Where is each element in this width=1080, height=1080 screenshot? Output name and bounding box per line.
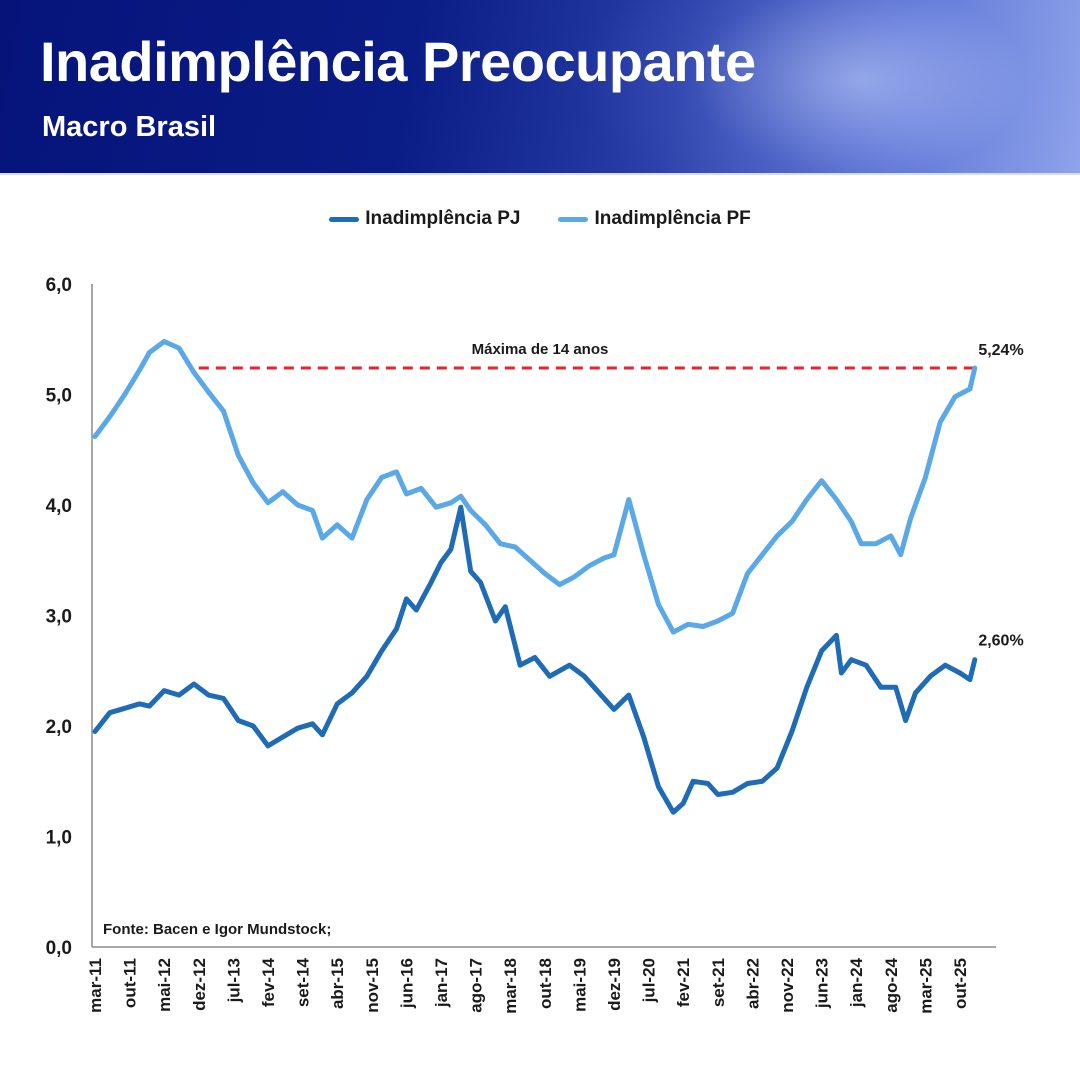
x-tick-label: set-14: [294, 957, 313, 1007]
y-tick-label: 1,0: [46, 828, 72, 849]
legend-label-pf: Inadimplência PF: [594, 208, 751, 229]
x-tick-label: nov-15: [363, 958, 382, 1013]
y-tick-label: 0,0: [46, 938, 72, 959]
x-tick-label: jun-23: [813, 958, 832, 1009]
legend-label-pj: Inadimplência PJ: [365, 208, 521, 229]
x-tick-label: jan-17: [432, 958, 451, 1008]
y-tick-label: 6,0: [46, 275, 72, 296]
x-tick-label: mai-12: [155, 958, 174, 1012]
x-tick-label: jul-20: [640, 958, 659, 1003]
x-tick-label: jan-24: [847, 957, 866, 1008]
pf-end-value-label: 5,24%: [978, 342, 1023, 359]
x-tick-label: abr-15: [328, 958, 347, 1009]
x-tick-label: ago-24: [882, 957, 901, 1012]
header-banner: Inadimplência Preocupante Macro Brasil: [0, 0, 1080, 173]
source-note: Fonte: Bacen e Igor Mundstock;: [103, 921, 331, 938]
x-tick-label: mai-19: [570, 958, 589, 1012]
header-glow: [580, 0, 1080, 173]
x-tick-label: mar-25: [916, 958, 935, 1014]
y-tick-label: 5,0: [46, 386, 72, 407]
x-tick-label: out-25: [951, 958, 970, 1009]
x-tick-label: jul-13: [224, 958, 243, 1003]
y-tick-label: 3,0: [46, 607, 72, 628]
x-tick-label: mar-11: [86, 958, 105, 1013]
y-tick-label: 2,0: [46, 717, 72, 738]
x-tick-label: mar-18: [501, 958, 520, 1014]
x-tick-label: dez-19: [605, 958, 624, 1011]
series-line-pf: [92, 339, 978, 635]
legend-swatch-pj: [329, 216, 360, 222]
header-divider: [0, 173, 1080, 175]
chart-legend: Inadimplência PJ Inadimplência PF: [0, 206, 1080, 232]
y-tick-label: 4,0: [46, 496, 72, 517]
x-tick-label: jun-16: [397, 958, 416, 1009]
x-tick-label: abr-22: [743, 958, 762, 1009]
x-tick-label: fev-21: [674, 958, 693, 1007]
x-tick-label: out-11: [121, 958, 140, 1008]
x-tick-label: ago-17: [467, 958, 486, 1013]
legend-item-pj: Inadimplência PJ: [329, 206, 520, 232]
page-title: Inadimplência Preocupante: [40, 30, 756, 93]
x-tick-label: set-21: [709, 958, 728, 1007]
series-line-pj: [92, 504, 978, 815]
x-tick-label: nov-22: [778, 958, 797, 1013]
x-tick-label: out-18: [536, 958, 555, 1009]
legend-item-pf: Inadimplência PF: [558, 206, 751, 232]
pj-end-value-label: 2,60%: [978, 633, 1023, 650]
legend-swatch-pf: [558, 216, 589, 222]
x-tick-label: fev-14: [259, 957, 278, 1007]
x-tick-label: dez-12: [190, 958, 209, 1011]
page-subtitle: Macro Brasil: [42, 111, 217, 143]
max-reference-label: Máxima de 14 anos: [472, 341, 609, 358]
